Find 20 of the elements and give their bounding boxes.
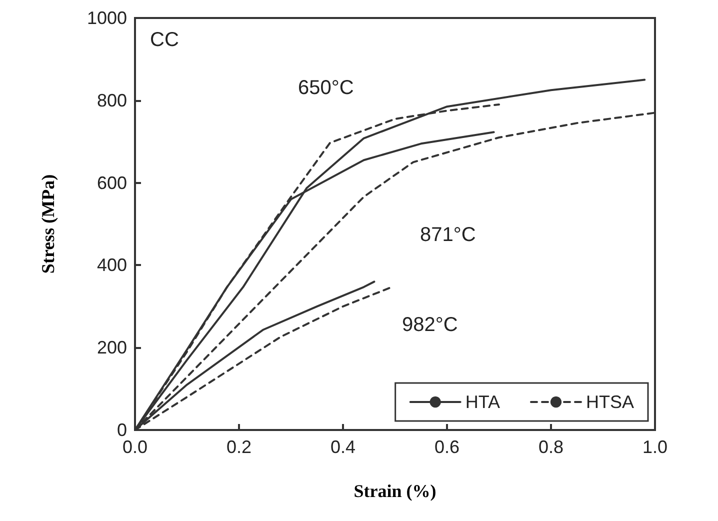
y-tick-label: 0 bbox=[116, 420, 127, 440]
annotation: 871°C bbox=[420, 224, 476, 246]
x-tick-label: 0.8 bbox=[538, 437, 564, 457]
y-tick-label: 400 bbox=[96, 255, 127, 276]
legend-label: HTSA bbox=[586, 392, 634, 412]
x-tick-label: 0.0 bbox=[122, 437, 148, 457]
x-tick-label: 0.4 bbox=[330, 437, 356, 457]
y-axis-title: Stress (MPa) bbox=[38, 174, 58, 274]
annotation: 982°C bbox=[402, 314, 458, 336]
x-tick-label: 0.6 bbox=[434, 437, 460, 457]
x-tick-label: 0.2 bbox=[226, 437, 252, 457]
y-tick-label: 800 bbox=[96, 90, 127, 110]
legend-label: HTA bbox=[465, 392, 500, 412]
y-tick-label: 1000 bbox=[86, 8, 127, 28]
y-tick-label: 200 bbox=[96, 338, 127, 358]
x-axis-title: Strain (%) bbox=[354, 481, 436, 501]
annotation: CC bbox=[150, 29, 179, 51]
annotation: 650°C bbox=[298, 77, 354, 99]
y-tick-label: 600 bbox=[96, 172, 127, 193]
x-tick-label: 1.0 bbox=[642, 437, 668, 457]
